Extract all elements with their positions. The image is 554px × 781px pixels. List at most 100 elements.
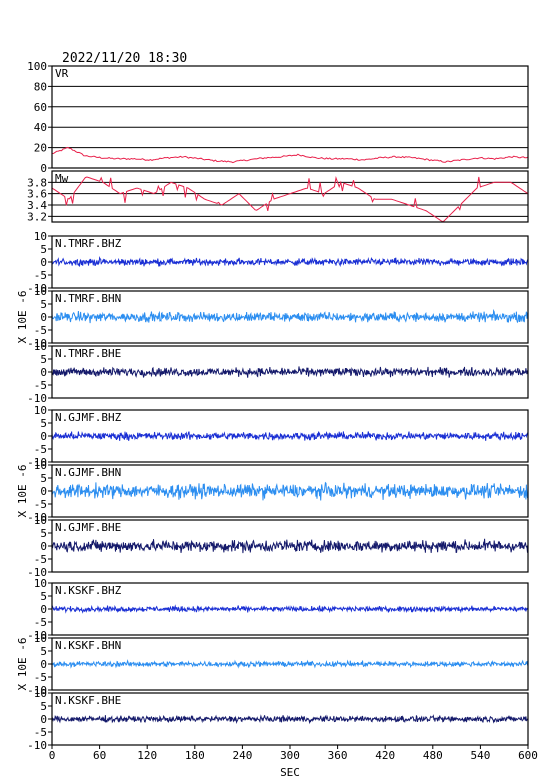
- y-tick-label: -5: [34, 726, 47, 739]
- y-tick-label: 5: [40, 417, 47, 430]
- x-tick-label: 600: [518, 749, 538, 762]
- y-tick-label: 100: [27, 60, 47, 73]
- panel-mw: 3.23.43.63.8 Mw: [27, 170, 529, 223]
- series-trace: [51, 308, 529, 324]
- y-tick-label: 0: [40, 713, 47, 726]
- y-tick-label: 5: [40, 590, 47, 603]
- y-tick-label: -10: [27, 511, 47, 524]
- panel-frame: [51, 65, 529, 169]
- y-tick-label: 10: [34, 340, 47, 353]
- y-tick-label: 10: [34, 230, 47, 243]
- y-tick-label: 10: [34, 514, 47, 527]
- y-tick-label: 10: [34, 632, 47, 645]
- panel-label: N.GJMF.BHZ: [55, 411, 122, 424]
- y-tick-label: 5: [40, 298, 47, 311]
- y-tick-label: 3.4: [27, 199, 47, 212]
- y-tick-label: -5: [34, 269, 47, 282]
- x-tick-label: 540: [470, 749, 490, 762]
- series-trace: [51, 659, 529, 669]
- series-trace: [51, 604, 529, 614]
- panel-label: VR: [55, 67, 69, 80]
- y-tick-label: 5: [40, 243, 47, 256]
- group-y-label: X 10E -6: [16, 465, 29, 518]
- y-tick-label: 3.2: [27, 210, 47, 223]
- y-tick-label: 0: [40, 430, 47, 443]
- y-tick-label: 10: [34, 577, 47, 590]
- panel-label: N.KSKF.BHZ: [55, 584, 122, 597]
- series-trace: [51, 714, 529, 725]
- panel-label: N.GJMF.BHN: [55, 466, 121, 479]
- y-tick-label: 3.6: [27, 188, 47, 201]
- y-tick-label: 80: [34, 80, 47, 93]
- panel-frame: [51, 519, 529, 573]
- y-tick-label: -5: [34, 553, 47, 566]
- x-tick-label: 300: [280, 749, 300, 762]
- y-tick-label: 5: [40, 700, 47, 713]
- panel-label: N.TMRF.BHE: [55, 347, 121, 360]
- y-tick-label: 0: [40, 485, 47, 498]
- y-tick-label: -5: [34, 498, 47, 511]
- panel-vr: 0 20 40 60 80 100 VR: [27, 60, 529, 175]
- y-tick-label: -5: [34, 443, 47, 456]
- y-tick-label: 5: [40, 645, 47, 658]
- panel-n-gjmf-bhz: -10-505 10 N.GJMF.BHZ: [27, 404, 529, 469]
- panel-frame: [51, 290, 529, 344]
- panel-frame: [51, 464, 529, 518]
- series-trace: [51, 175, 529, 223]
- y-tick-label: 0: [40, 162, 47, 175]
- x-axis-label: SEC: [280, 766, 300, 779]
- y-tick-label: -10: [27, 282, 47, 295]
- panel-label: N.GJMF.BHE: [55, 521, 121, 534]
- chart-title: 2022/11/20 18:30: [62, 51, 187, 66]
- y-tick-label: 60: [34, 101, 47, 114]
- y-tick-label: -5: [34, 671, 47, 684]
- x-tick-label: 60: [93, 749, 106, 762]
- y-tick-label: -10: [27, 337, 47, 350]
- panel-label: N.KSKF.BHE: [55, 694, 121, 707]
- x-tick-label: 120: [137, 749, 157, 762]
- series-trace: [51, 431, 529, 441]
- y-tick-label: 5: [40, 472, 47, 485]
- group-y-label: X 10E -6: [16, 638, 29, 691]
- x-tick-label: 180: [185, 749, 205, 762]
- y-tick-label: -10: [27, 566, 47, 579]
- y-tick-label: 20: [34, 142, 47, 155]
- x-axis: 0 60 120 180 240 300 360 420 480 540 600: [49, 745, 538, 762]
- y-tick-label: -10: [27, 684, 47, 697]
- series-trace: [51, 538, 529, 554]
- y-tick-label: 5: [40, 527, 47, 540]
- panel-label: N.TMRF.BHN: [55, 292, 121, 305]
- y-tick-label: -10: [27, 456, 47, 469]
- x-tick-label: 0: [49, 749, 56, 762]
- y-tick-label: 0: [40, 366, 47, 379]
- y-tick-label: -10: [27, 629, 47, 642]
- y-tick-label: -10: [27, 739, 47, 752]
- panel-label: Mw: [55, 172, 69, 185]
- y-tick-label: 0: [40, 311, 47, 324]
- series-trace: [51, 366, 529, 378]
- series-trace: [51, 146, 529, 164]
- panel-frame: [51, 582, 529, 636]
- y-tick-label: 0: [40, 256, 47, 269]
- x-tick-label: 240: [232, 749, 252, 762]
- y-tick-label: 10: [34, 459, 47, 472]
- panel-frame: [51, 345, 529, 399]
- y-tick-label: 0: [40, 540, 47, 553]
- y-tick-label: 5: [40, 353, 47, 366]
- y-tick-label: 40: [34, 121, 47, 134]
- y-tick-label: -10: [27, 392, 47, 405]
- x-tick-label: 420: [375, 749, 395, 762]
- x-tick-label: 480: [423, 749, 443, 762]
- y-tick-label: -5: [34, 379, 47, 392]
- panel-label: N.TMRF.BHZ: [55, 237, 122, 250]
- y-tick-label: 3.8: [27, 176, 47, 189]
